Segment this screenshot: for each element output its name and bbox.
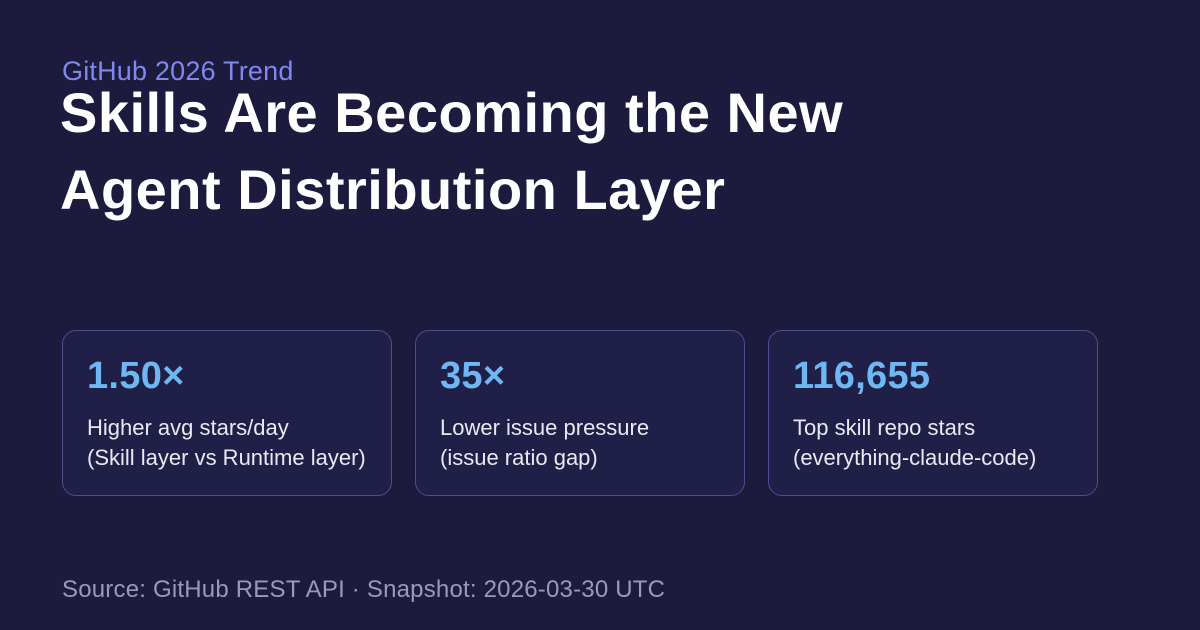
stat-label: Lower issue pressure (issue ratio gap) <box>440 413 720 473</box>
stat-card-stars-per-day: 1.50× Higher avg stars/day (Skill layer … <box>62 330 392 496</box>
stat-label: Top skill repo stars (everything-claude-… <box>793 413 1073 473</box>
stat-label-line-1: Higher avg stars/day <box>87 415 289 440</box>
stat-label-line-2: (everything-claude-code) <box>793 445 1037 470</box>
source-footer: Source: GitHub REST API · Snapshot: 2026… <box>62 576 666 603</box>
title-line-2: Agent Distribution Layer <box>60 158 726 221</box>
stat-label: Higher avg stars/day (Skill layer vs Run… <box>87 413 367 473</box>
stat-label-line-1: Top skill repo stars <box>793 415 976 440</box>
title-line-1: Skills Are Becoming the New <box>60 81 844 144</box>
stat-label-line-2: (issue ratio gap) <box>440 445 598 470</box>
stat-label-line-2: (Skill layer vs Runtime layer) <box>87 445 366 470</box>
eyebrow-label: GitHub 2026 Trend <box>62 56 294 86</box>
page-title: Skills Are Becoming the New Agent Distri… <box>60 74 843 228</box>
stat-card-issue-pressure: 35× Lower issue pressure (issue ratio ga… <box>415 330 745 496</box>
stat-value: 116,655 <box>793 355 931 397</box>
stat-value: 35× <box>440 355 506 397</box>
stat-label-line-1: Lower issue pressure <box>440 415 650 440</box>
stat-card-top-skill-repo: 116,655 Top skill repo stars (everything… <box>768 330 1098 496</box>
stat-value: 1.50× <box>87 355 185 397</box>
stats-row: 1.50× Higher avg stars/day (Skill layer … <box>62 330 1098 496</box>
